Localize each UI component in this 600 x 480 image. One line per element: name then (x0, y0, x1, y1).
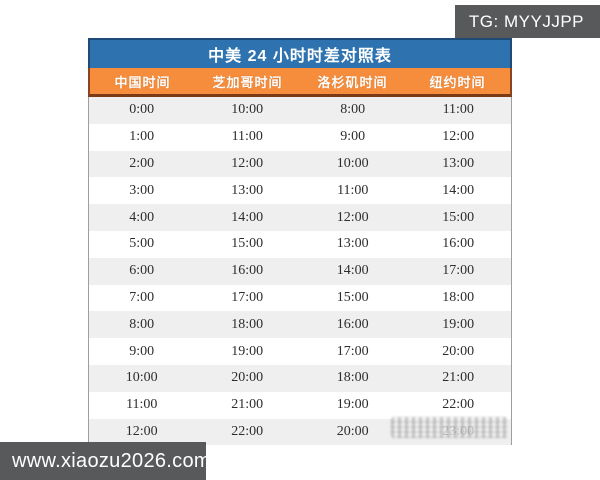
table-cell: 10:00 (231, 102, 264, 118)
table-cell: 17:00 (231, 289, 264, 305)
table-cell: 8:00 (340, 102, 366, 118)
table-cell: 11:00 (442, 102, 474, 118)
table-cell: 18:00 (336, 370, 369, 386)
tg-badge-text: TG: MYYJJPP (468, 11, 584, 31)
table-cell: 14:00 (442, 182, 475, 198)
table-cell: 17:00 (442, 263, 475, 279)
table-cell: 15:00 (442, 209, 475, 225)
table-cell: 14:00 (231, 209, 264, 225)
table-cell: 15:00 (336, 289, 369, 305)
table-cell: 6:00 (129, 263, 155, 279)
table-title-bar: 中美 24 小时时差对照表 (88, 38, 512, 68)
table-row: 6:00 16:00 14:00 17:00 (89, 257, 511, 285)
table-cell: 9:00 (129, 343, 155, 359)
table-cell: 18:00 (442, 289, 475, 305)
table-cell: 1:00 (129, 129, 155, 145)
table-cell: 12:00 (231, 155, 264, 171)
table-row: 11:00 21:00 19:00 22:00 (89, 391, 511, 419)
table-cell: 11:00 (126, 397, 158, 413)
table-cell: 16:00 (231, 263, 264, 279)
table-cell: 14:00 (336, 263, 369, 279)
table-cell: 21:00 (442, 370, 475, 386)
table-cell: 13:00 (231, 182, 264, 198)
table-cell: 12:00 (442, 129, 475, 145)
table-cell: 11:00 (337, 182, 369, 198)
table-cell: 20:00 (336, 423, 369, 439)
watermark-smudge (391, 417, 508, 438)
website-badge-text: www.xiaozu2026.com (12, 449, 211, 472)
table-cell: 2:00 (129, 155, 155, 171)
table-cell: 21:00 (231, 397, 264, 413)
table-row: 2:00 12:00 10:00 13:00 (89, 150, 511, 178)
table-cell: 12:00 (125, 423, 158, 439)
table-header-row: 中国时间 芝加哥时间 洛杉矶时间 纽约时间 (88, 68, 512, 97)
table-cell: 4:00 (129, 209, 155, 225)
table-cell: 13:00 (336, 236, 369, 252)
table-cell: 3:00 (129, 182, 155, 198)
column-header-chicago: 芝加哥时间 (212, 74, 283, 90)
table-cell: 15:00 (231, 236, 264, 252)
table-row: 7:00 17:00 15:00 18:00 (89, 284, 511, 312)
table-row: 9:00 19:00 17:00 20:00 (89, 338, 511, 365)
table-row: 8:00 18:00 16:00 19:00 (89, 311, 511, 339)
table-cell: 17:00 (336, 343, 369, 359)
table-cell: 7:00 (129, 289, 155, 305)
table-title-text: 中美 24 小时时差对照表 (208, 48, 392, 65)
table-cell: 9:00 (340, 129, 366, 145)
table-cell: 18:00 (231, 316, 264, 332)
table-cell: 20:00 (231, 370, 264, 386)
table-cell: 10:00 (336, 155, 369, 171)
table-cell: 20:00 (442, 343, 475, 359)
table-cell: 13:00 (442, 155, 475, 171)
table-row: 3:00 13:00 11:00 14:00 (89, 177, 511, 205)
table-row: 4:00 14:00 12:00 15:00 (89, 204, 511, 231)
table-row: 5:00 15:00 13:00 16:00 (89, 230, 511, 258)
table-cell: 12:00 (336, 209, 369, 225)
table-cell: 10:00 (125, 370, 158, 386)
time-difference-table: 中美 24 小时时差对照表 中国时间 芝加哥时间 洛杉矶时间 纽约时间 0:00… (88, 38, 512, 446)
table-cell: 11:00 (231, 129, 263, 145)
table-cell: 19:00 (336, 397, 369, 413)
table-row: 0:00 10:00 8:00 11:00 (89, 97, 511, 124)
column-header-china: 中国时间 (114, 74, 171, 90)
table-row: 10:00 20:00 18:00 21:00 (89, 364, 511, 392)
table-row: 1:00 11:00 9:00 12:00 (89, 123, 511, 151)
column-header-newyork: 纽约时间 (429, 74, 486, 90)
table-cell: 5:00 (129, 236, 155, 252)
table-cell: 16:00 (442, 236, 475, 252)
website-badge: www.xiaozu2026.com (0, 442, 211, 480)
table-cell: 8:00 (129, 316, 155, 332)
table-body: 0:00 10:00 8:00 11:00 1:00 11:00 9:00 12:00 2:00… (88, 97, 512, 446)
table-cell: 22:00 (442, 397, 475, 413)
column-header-losangeles: 洛杉矶时间 (317, 74, 388, 90)
table-cell: 0:00 (129, 102, 155, 118)
table-cell: 19:00 (442, 316, 475, 332)
table-cell: 22:00 (231, 423, 264, 439)
tg-badge: TG: MYYJJPP (454, 5, 600, 38)
table-cell: 19:00 (231, 343, 264, 359)
table-cell: 16:00 (336, 316, 369, 332)
